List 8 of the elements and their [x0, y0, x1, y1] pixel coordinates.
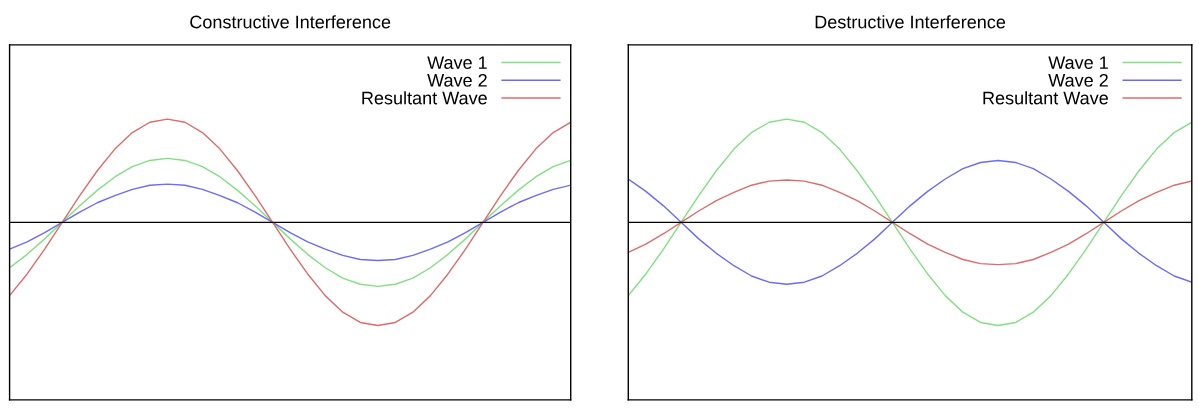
- legend-label: Wave 1: [427, 56, 487, 69]
- chart-title: Constructive Interference: [190, 15, 391, 29]
- chart-title: Destructive Interference: [815, 15, 1006, 29]
- legend-label: Resultant Wave: [362, 91, 487, 105]
- legend-label: Wave 1: [1048, 56, 1108, 69]
- legend-label: Resultant Wave: [983, 91, 1108, 105]
- legend-label: Wave 2: [1048, 73, 1108, 87]
- legend-label: Wave 2: [427, 73, 487, 87]
